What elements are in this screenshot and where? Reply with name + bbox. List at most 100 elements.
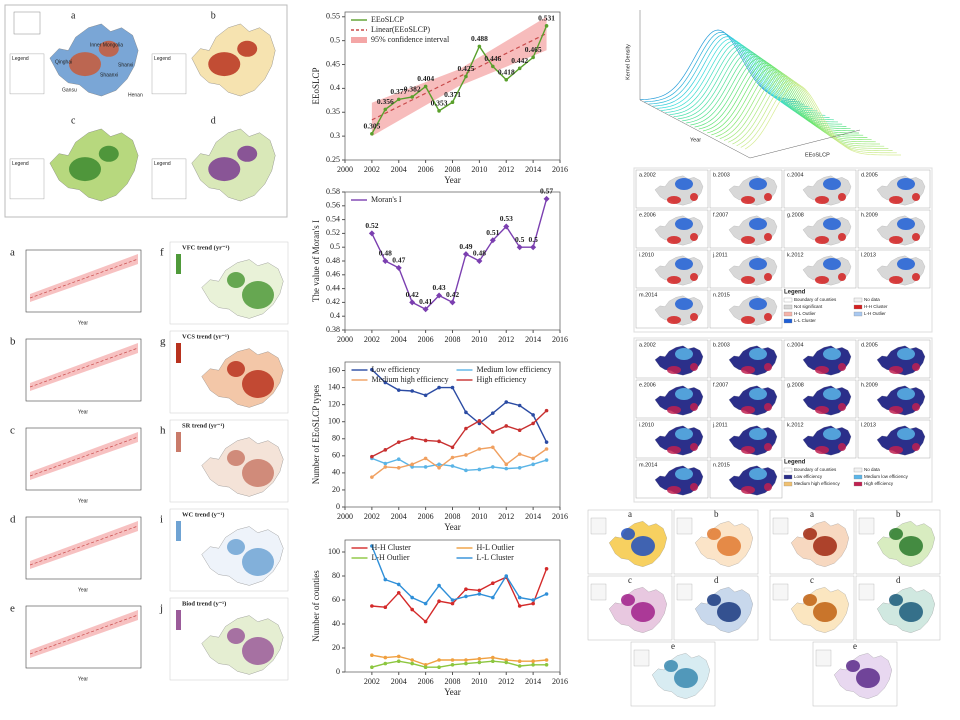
grid-panel-label: j.2011: [712, 252, 728, 258]
density-curve: [715, 69, 872, 140]
map-patch: [764, 363, 772, 371]
series-line: [371, 545, 547, 605]
grid-panel-label: h.2009: [861, 212, 878, 218]
legend-box: [151, 53, 187, 95]
grid-panel-label: d.2005: [861, 172, 878, 178]
map-patch: [749, 468, 767, 480]
map-patch: [838, 403, 846, 411]
map-patch: [675, 388, 693, 400]
data-point: [383, 661, 388, 666]
x-tick-label: 2010: [471, 677, 487, 686]
map-patch: [899, 536, 923, 556]
data-point: [491, 655, 495, 660]
data-point: [410, 462, 414, 467]
x-tick-label: 2002: [364, 677, 380, 686]
y-tick-label: 80: [332, 434, 340, 443]
place-name: Shaanxi: [100, 72, 118, 78]
data-point: [396, 457, 401, 462]
data-label: 0.47: [392, 256, 405, 265]
y-axis-label: Number of counties: [311, 570, 321, 642]
small-chart-band: [30, 521, 138, 569]
map-patch: [764, 443, 772, 451]
panel-letter: c: [71, 115, 76, 126]
data-label: 0.49: [459, 242, 472, 251]
data-point: [437, 439, 441, 444]
map-patch: [741, 366, 755, 374]
data-point: [423, 665, 428, 669]
data-point: [423, 619, 428, 624]
data-point: [396, 388, 401, 392]
map-patch: [889, 236, 903, 244]
data-label: 0.465: [525, 45, 542, 54]
y-tick-label: 0.5: [330, 35, 340, 44]
data-point: [450, 100, 455, 105]
map-colorbar: [176, 343, 181, 363]
y-tick-label: 100: [328, 547, 340, 556]
x-tick-label: 2000: [337, 335, 353, 344]
map-patch: [897, 428, 915, 440]
data-point: [464, 468, 468, 473]
legend-label: Boundary of counties: [794, 297, 837, 302]
data-point: [517, 664, 522, 668]
y-tick-label: 0.46: [326, 270, 340, 279]
x-tick-label: 2004: [391, 165, 407, 174]
map-patch: [889, 276, 903, 284]
y-tick-label: 100: [328, 417, 340, 426]
data-point: [517, 595, 522, 600]
legend-label: H-L Outlier: [477, 543, 515, 552]
map-patch: [912, 363, 920, 371]
legend-swatch: [783, 297, 793, 303]
density-curve: [719, 71, 876, 143]
data-point: [450, 385, 455, 390]
map-title: WC trend (y⁻¹): [182, 511, 224, 518]
legend-swatch: [351, 37, 367, 43]
map-patch: [764, 403, 772, 411]
data-point: [476, 258, 483, 264]
legend-label: L-H Outlier: [864, 311, 886, 316]
map-patch: [675, 468, 693, 480]
data-point: [450, 455, 455, 460]
data-point: [410, 595, 414, 600]
x-tick-label: 2004: [391, 335, 407, 344]
data-point: [530, 244, 537, 251]
data-point: [423, 601, 428, 606]
map-patch: [675, 428, 693, 440]
data-point: [464, 587, 468, 591]
small-chart-band: [30, 343, 138, 391]
density-curve: [728, 75, 885, 147]
map-patch: [838, 273, 846, 281]
grid-panel-label: n.2015: [713, 292, 730, 298]
x-tick-label: 2006: [418, 512, 434, 521]
data-label: 0.5: [528, 235, 538, 244]
data-point: [544, 658, 549, 662]
data-label: 0.353: [431, 99, 448, 108]
map-patch: [899, 602, 923, 622]
panel-letter: e: [10, 603, 15, 615]
y-tick-label: 0.54: [326, 214, 340, 223]
panel-letter: a: [10, 247, 15, 259]
map-patch: [242, 281, 274, 309]
legend-label: L-H Outlier: [372, 553, 410, 562]
factor-panel-label: a: [628, 509, 632, 519]
grid-panel-label: m.2014: [639, 462, 657, 468]
map-patch: [674, 668, 698, 688]
legend-label: Low efficiency: [794, 474, 823, 479]
map-title: Biod trend (y⁻¹): [182, 600, 226, 607]
data-point: [504, 424, 509, 428]
legend-swatch: [853, 481, 863, 487]
legend-label: Low efficiency: [372, 365, 421, 374]
data-point: [410, 436, 414, 440]
series-line: [371, 369, 548, 443]
data-point: [370, 475, 374, 479]
map-patch: [690, 483, 698, 491]
china-inset: [13, 11, 41, 35]
data-point: [517, 659, 522, 663]
legend-swatch: [853, 297, 863, 303]
panel-letter: b: [10, 336, 16, 348]
data-point: [464, 74, 468, 79]
data-label: 0.418: [498, 68, 515, 77]
map-patch: [764, 483, 772, 491]
data-label: 0.53: [500, 214, 513, 223]
data-label: 0.42: [446, 290, 459, 299]
